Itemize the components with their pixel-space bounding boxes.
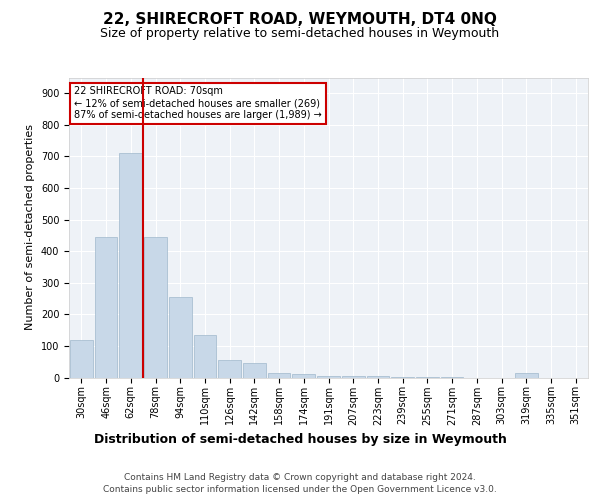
- Bar: [441, 377, 463, 378]
- Bar: [169, 297, 191, 378]
- Bar: [515, 373, 538, 378]
- Text: Contains public sector information licensed under the Open Government Licence v3: Contains public sector information licen…: [103, 485, 497, 494]
- Bar: [317, 376, 340, 378]
- Y-axis label: Number of semi-detached properties: Number of semi-detached properties: [25, 124, 35, 330]
- Text: 22, SHIRECROFT ROAD, WEYMOUTH, DT4 0NQ: 22, SHIRECROFT ROAD, WEYMOUTH, DT4 0NQ: [103, 12, 497, 28]
- Bar: [95, 237, 118, 378]
- Text: Contains HM Land Registry data © Crown copyright and database right 2024.: Contains HM Land Registry data © Crown c…: [124, 472, 476, 482]
- Bar: [391, 377, 414, 378]
- Bar: [292, 374, 315, 378]
- Text: 22 SHIRECROFT ROAD: 70sqm
← 12% of semi-detached houses are smaller (269)
87% of: 22 SHIRECROFT ROAD: 70sqm ← 12% of semi-…: [74, 86, 322, 120]
- Bar: [367, 376, 389, 378]
- Bar: [218, 360, 241, 378]
- Bar: [243, 364, 266, 378]
- Bar: [119, 154, 142, 378]
- Bar: [194, 335, 216, 378]
- Bar: [144, 237, 167, 378]
- Bar: [416, 377, 439, 378]
- Bar: [268, 373, 290, 378]
- Bar: [342, 376, 365, 378]
- Text: Distribution of semi-detached houses by size in Weymouth: Distribution of semi-detached houses by …: [94, 432, 506, 446]
- Text: Size of property relative to semi-detached houses in Weymouth: Size of property relative to semi-detach…: [100, 28, 500, 40]
- Bar: [70, 340, 93, 378]
